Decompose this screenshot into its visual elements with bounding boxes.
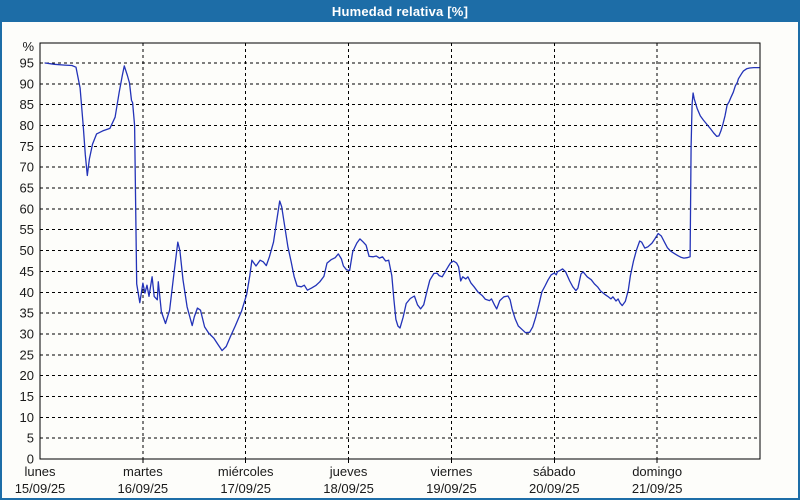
svg-text:80: 80 <box>20 118 34 133</box>
svg-text:10: 10 <box>20 410 34 425</box>
x-axis-date-label: 15/09/25 <box>15 481 66 496</box>
svg-text:50: 50 <box>20 243 34 258</box>
svg-text:%: % <box>22 39 34 54</box>
x-axis-day-label: jueves <box>329 464 368 479</box>
svg-text:0: 0 <box>27 452 34 467</box>
svg-text:45: 45 <box>20 264 34 279</box>
svg-text:25: 25 <box>20 347 34 362</box>
x-axis-date-label: 18/09/25 <box>323 481 374 496</box>
x-axis-day-label: domingo <box>632 464 682 479</box>
svg-text:60: 60 <box>20 201 34 216</box>
svg-text:70: 70 <box>20 160 34 175</box>
x-axis-date-label: 20/09/25 <box>529 481 580 496</box>
svg-text:30: 30 <box>20 326 34 341</box>
x-axis-day-label: miércoles <box>218 464 274 479</box>
svg-text:75: 75 <box>20 139 34 154</box>
svg-text:95: 95 <box>20 56 34 71</box>
svg-text:5: 5 <box>27 431 34 446</box>
svg-text:35: 35 <box>20 306 34 321</box>
x-axis-date-label: 19/09/25 <box>426 481 477 496</box>
svg-text:55: 55 <box>20 222 34 237</box>
x-axis-date-label: 17/09/25 <box>220 481 271 496</box>
x-axis-day-label: sábado <box>533 464 576 479</box>
x-axis-date-label: 21/09/25 <box>632 481 683 496</box>
x-axis-date-label: 16/09/25 <box>118 481 169 496</box>
humidity-line <box>44 62 760 352</box>
svg-text:40: 40 <box>20 285 34 300</box>
x-axis-day-label: viernes <box>430 464 472 479</box>
svg-text:20: 20 <box>20 368 34 383</box>
svg-text:65: 65 <box>20 181 34 196</box>
window-title: Humedad relativa [%] <box>331 4 469 19</box>
x-axis-day-label: martes <box>123 464 163 479</box>
svg-text:15: 15 <box>20 389 34 404</box>
svg-text:85: 85 <box>20 97 34 112</box>
title-bar: Humedad relativa [%] <box>2 2 798 22</box>
svg-text:90: 90 <box>20 76 34 91</box>
x-axis-day-label: lunes <box>24 464 56 479</box>
